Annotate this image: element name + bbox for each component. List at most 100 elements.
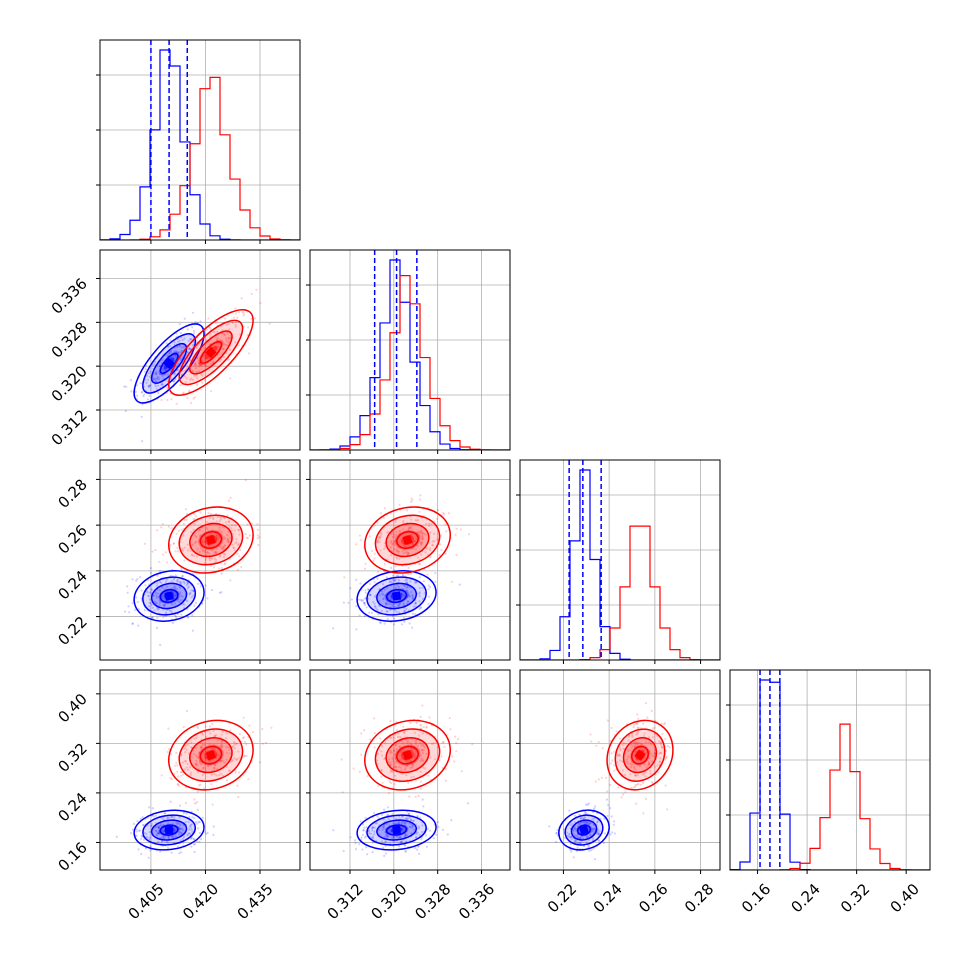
y-tick-label: 0.16 [54, 839, 90, 875]
sample-point [213, 550, 216, 553]
sample-point [218, 545, 221, 548]
sample-point [646, 764, 650, 767]
sample-point [173, 341, 176, 344]
sample-point [155, 372, 158, 375]
sample-point [566, 831, 569, 834]
sample-point [397, 551, 400, 554]
density-peak [164, 591, 174, 601]
sample-point [175, 350, 178, 353]
sample-point [227, 769, 231, 772]
histogram-panel [100, 40, 300, 240]
sample-point [149, 836, 152, 839]
sample-point [630, 765, 633, 769]
sample-point [359, 539, 362, 542]
sample-point [165, 578, 168, 581]
sample-point [643, 763, 646, 766]
sample-point [389, 580, 392, 583]
sample-point [637, 717, 640, 720]
sample-point [456, 737, 460, 741]
sample-point [593, 817, 596, 820]
sample-point [227, 499, 230, 502]
sample-point [192, 554, 195, 558]
sample-point [603, 817, 606, 820]
sample-point [185, 518, 188, 521]
sample-point [360, 753, 363, 756]
sample-point [227, 748, 231, 751]
sample-point [227, 540, 230, 543]
sample-point [422, 744, 425, 748]
sample-point [382, 825, 385, 828]
sample-point [394, 765, 397, 769]
sample-point [407, 740, 410, 743]
sample-point [414, 739, 418, 742]
sample-point [195, 535, 198, 539]
sample-point [178, 816, 181, 819]
sample-point [420, 749, 423, 752]
sample-point [147, 385, 151, 389]
y-tick-label: 0.40 [54, 690, 90, 726]
sample-point [242, 736, 245, 739]
sample-point [154, 377, 157, 380]
sample-point [372, 600, 375, 604]
sample-point [242, 312, 245, 315]
sample-point [204, 750, 207, 753]
sample-point [193, 332, 196, 335]
x-tick-label: 0.328 [411, 880, 454, 923]
sample-point [183, 337, 186, 340]
sample-point [414, 836, 418, 839]
sample-point [395, 610, 398, 613]
x-tick-label: 0.32 [837, 880, 873, 916]
sample-point [395, 557, 398, 560]
sample-point [147, 372, 151, 375]
y-tick-label: 0.312 [48, 406, 91, 449]
contour-group [167, 719, 254, 791]
sample-point [393, 605, 396, 609]
sample-point [577, 841, 580, 844]
sample-point [355, 578, 358, 581]
contour-line [159, 352, 179, 375]
sample-point [227, 322, 230, 325]
sample-point [184, 760, 187, 763]
sample-point [156, 584, 159, 587]
sample-point [392, 760, 395, 764]
sample-point [166, 846, 169, 849]
sample-point [417, 825, 420, 828]
sample-point [231, 543, 234, 546]
sample-point [377, 784, 380, 787]
sample-point [172, 542, 176, 545]
sample-point [199, 320, 202, 323]
sample-point [190, 837, 193, 840]
sample-point [392, 766, 395, 770]
sample-point [188, 825, 191, 828]
sample-point [567, 835, 571, 838]
sample-point [420, 727, 423, 730]
sample-point [170, 815, 173, 819]
contour-line [150, 819, 188, 841]
sample-point [659, 752, 662, 755]
sample-point [155, 370, 158, 374]
sample-point [403, 620, 406, 623]
sample-point [625, 758, 629, 761]
sample-point [586, 835, 589, 838]
sample-point [210, 533, 213, 536]
sample-point [149, 571, 153, 575]
sample-point [386, 610, 389, 613]
sample-point [181, 837, 185, 841]
sample-point [157, 832, 160, 835]
sample-point [154, 829, 157, 832]
sample-point [633, 745, 636, 748]
sample-point [418, 827, 421, 830]
sample-point [161, 523, 164, 526]
sample-point [183, 518, 186, 522]
sample-point [176, 764, 179, 767]
sample-point [582, 821, 586, 824]
sample-point [149, 591, 152, 594]
sample-point [237, 529, 240, 532]
sample-point [391, 615, 394, 618]
sample-point [229, 348, 232, 352]
sample-point [648, 763, 651, 766]
sample-point [135, 579, 138, 582]
sample-point [186, 762, 189, 766]
sample-point [392, 533, 395, 536]
sample-point [166, 398, 169, 402]
